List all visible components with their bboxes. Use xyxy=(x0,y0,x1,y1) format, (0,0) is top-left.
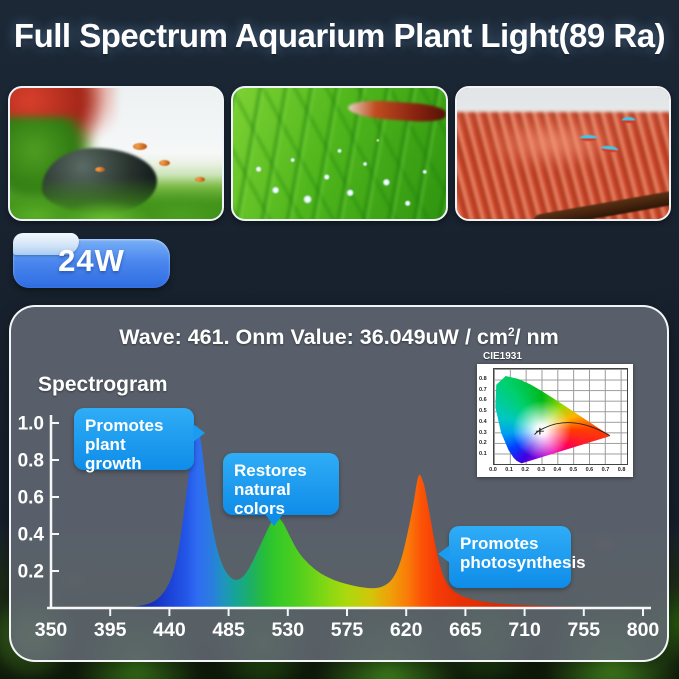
cie-tick-label: 0.2 xyxy=(521,467,529,473)
cie-tick-label: 0.3 xyxy=(479,429,487,436)
callout-line: Promotes xyxy=(85,416,164,435)
callout-promotes-photosynthesis: Promotes photosynthesis xyxy=(438,526,586,588)
tick-label: 710 xyxy=(508,619,541,641)
neon-tetra-decor xyxy=(579,135,597,142)
planckian-locus-curve xyxy=(534,422,611,436)
chart-axes xyxy=(47,415,651,616)
cie1931-title: CIE1931 xyxy=(483,351,522,362)
cie-tick-label: 0.8 xyxy=(479,375,487,382)
page-title: Full Spectrum Aquarium Plant Light(89 Ra… xyxy=(13,17,666,54)
callout-line: Restores xyxy=(234,461,307,480)
cie1931-diagram: CIE1931 0.0 0.1 0.2 0.3 0.4 0.5 0.6 0.7 0.8 0.1 0… xyxy=(477,351,643,477)
wave-value-suffix: / nm xyxy=(514,325,559,350)
cie-tick-label: 0.8 xyxy=(617,467,626,473)
grass-decor xyxy=(10,171,223,219)
tick-label: 485 xyxy=(212,619,245,641)
cie-tick-label: 0.5 xyxy=(479,408,487,415)
fish-decor xyxy=(94,166,105,172)
tick-label: 0.4 xyxy=(18,525,45,546)
callout-line: Promotes xyxy=(460,534,539,553)
badge-corner-fold xyxy=(13,233,79,255)
cie1931-plot-box: 0.0 0.1 0.2 0.3 0.4 0.5 0.6 0.7 0.8 0.1 0.2 0.3 0.4… xyxy=(477,364,633,477)
superscript-2: 2 xyxy=(507,325,515,339)
fish-decor xyxy=(158,160,170,167)
callout-line: natural colors xyxy=(234,480,291,519)
cie-tick-label: 0.4 xyxy=(553,467,562,473)
tick-label: 620 xyxy=(390,619,423,641)
tick-label: 575 xyxy=(331,619,364,641)
aquarium-photo-1 xyxy=(8,86,225,221)
cie-tick-label: 0.6 xyxy=(585,467,594,473)
spectrum-chart: 350 395 440 485 530 575 620 665 710 755 8000.20.40… xyxy=(18,414,660,642)
fish-decor xyxy=(194,177,205,183)
aquarium-photo-2 xyxy=(231,86,448,221)
plant-glow-decor xyxy=(477,116,627,170)
callout-restores-natural-colors: Restores natural colors xyxy=(223,453,339,527)
callout-line: photosynthesis xyxy=(460,553,586,573)
cie-tick-label: 0.2 xyxy=(479,440,487,447)
cie1931-grid xyxy=(493,368,628,465)
cie-tick-label: 0.1 xyxy=(479,451,487,458)
cie-tick-label: 0.7 xyxy=(479,386,487,393)
white-point-cross xyxy=(535,427,544,435)
chart-axis-labels: 350 395 440 485 530 575 620 665 710 755 8000.20.40… xyxy=(18,414,660,642)
photo-row xyxy=(8,86,671,221)
cie-tick-label: 0.4 xyxy=(479,418,487,425)
wattage-badge: 24W xyxy=(13,233,170,288)
tick-label: 0.2 xyxy=(18,562,44,583)
tick-label: 0.8 xyxy=(18,451,44,472)
aquarium-photo-3 xyxy=(454,86,671,221)
fish-decor xyxy=(133,143,148,151)
tick-label: 0.6 xyxy=(18,488,44,509)
tick-label: 800 xyxy=(627,619,660,641)
tick-label: 395 xyxy=(94,619,127,641)
cie-y-axis-labels: 0.1 0.2 0.3 0.4 0.5 0.6 0.7 0.8 xyxy=(479,368,492,465)
tick-label: 440 xyxy=(153,619,186,641)
callout-line: plant growth xyxy=(85,435,142,474)
tick-label: 755 xyxy=(568,619,601,641)
wave-value-heading: Wave: 461. Onm Value: 36.049uW / cm2/ nm xyxy=(11,325,667,350)
tick-label: 530 xyxy=(272,619,305,641)
callout-promotes-plant-growth: Promotes plant growth xyxy=(74,408,205,474)
neon-tetra-decor xyxy=(622,116,636,123)
cie-tick-label: 0.0 xyxy=(489,467,497,473)
cie-tick-label: 0.1 xyxy=(505,467,513,473)
chart-title: Spectrogram xyxy=(38,373,168,396)
tick-label: 665 xyxy=(449,619,482,641)
cie-tick-label: 0.5 xyxy=(569,467,578,473)
cie-tick-label: 0.7 xyxy=(601,467,610,473)
wattage-label: 24W xyxy=(58,243,125,278)
wave-value-prefix: Wave: 461. Onm Value: 36.049uW / cm xyxy=(119,325,508,350)
spectrum-panel: Wave: 461. Onm Value: 36.049uW / cm2/ nm… xyxy=(9,305,669,662)
spectrum-area xyxy=(51,425,643,608)
tick-label: 1.0 xyxy=(18,414,44,435)
tick-label: 350 xyxy=(35,619,68,641)
cie-x-axis-labels: 0.0 0.1 0.2 0.3 0.4 0.5 0.6 0.7 0.8 xyxy=(489,467,628,476)
cie-tick-label: 0.6 xyxy=(479,397,487,404)
cie-tick-label: 0.3 xyxy=(537,467,546,473)
